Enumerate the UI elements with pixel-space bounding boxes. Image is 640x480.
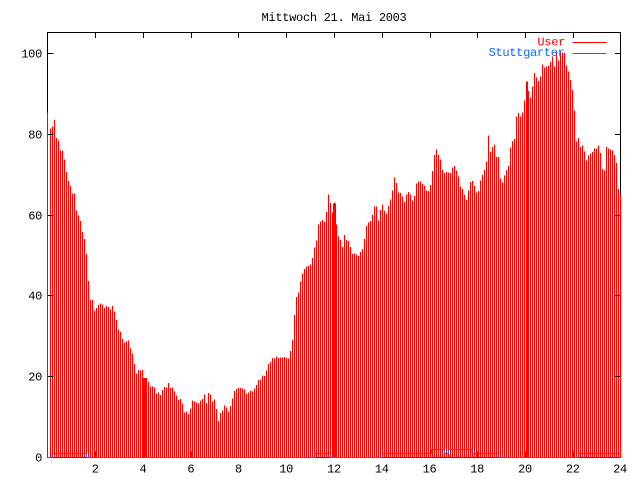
svg-text:20: 20 bbox=[28, 371, 42, 385]
svg-text:16: 16 bbox=[423, 463, 437, 477]
svg-text:80: 80 bbox=[28, 129, 42, 143]
svg-text:20: 20 bbox=[518, 463, 532, 477]
svg-text:10: 10 bbox=[279, 463, 293, 477]
svg-text:6: 6 bbox=[187, 463, 194, 477]
svg-text:14: 14 bbox=[375, 463, 389, 477]
svg-text:8: 8 bbox=[235, 463, 242, 477]
svg-text:60: 60 bbox=[28, 210, 42, 224]
svg-text:0: 0 bbox=[35, 452, 42, 466]
svg-text:2: 2 bbox=[92, 463, 99, 477]
svg-text:Mittwoch 21. Mai 2003: Mittwoch 21. Mai 2003 bbox=[262, 11, 407, 25]
svg-text:22: 22 bbox=[566, 463, 580, 477]
svg-text:User: User bbox=[537, 36, 565, 50]
svg-text:4: 4 bbox=[140, 463, 147, 477]
svg-text:24: 24 bbox=[613, 463, 627, 477]
svg-text:Stuttgarter: Stuttgarter bbox=[489, 46, 565, 60]
svg-text:18: 18 bbox=[470, 463, 484, 477]
svg-text:100: 100 bbox=[21, 48, 42, 62]
svg-text:12: 12 bbox=[327, 463, 341, 477]
svg-text:40: 40 bbox=[28, 290, 42, 304]
